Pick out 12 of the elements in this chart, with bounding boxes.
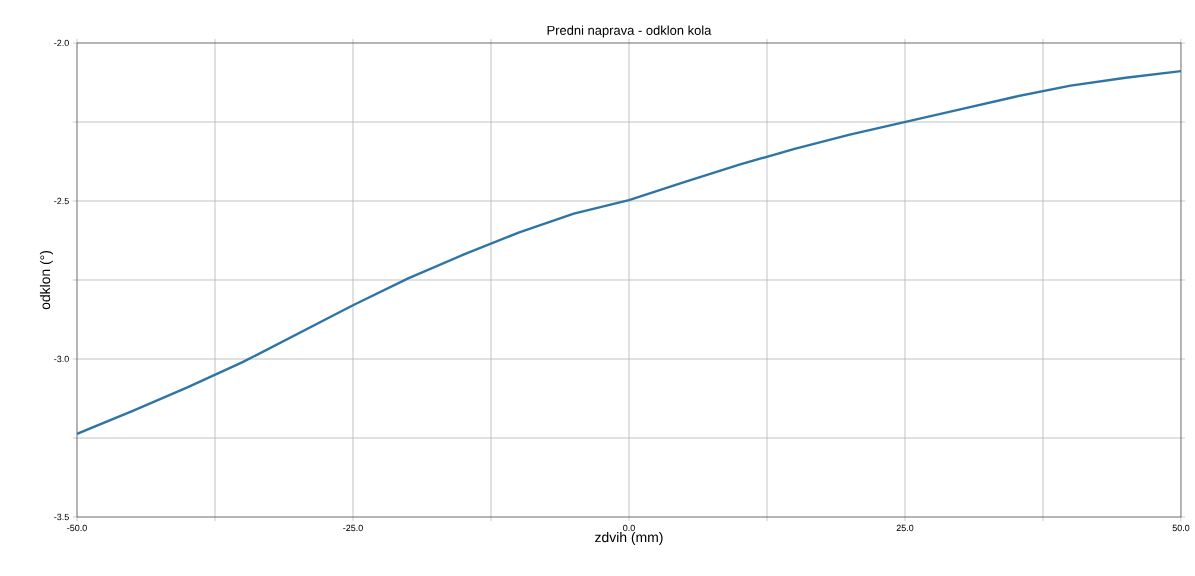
y-tick-label: -2.5	[54, 197, 69, 205]
y-tick-label: -3.0	[54, 355, 69, 363]
x-axis-title: zdvih (mm)	[595, 531, 663, 545]
y-tick-label: -3.5	[54, 513, 69, 521]
x-tick-label: -50.0	[67, 524, 87, 532]
x-tick-label: 0.0	[623, 524, 635, 532]
chart-title: Predni naprava - odklon kola	[547, 25, 712, 38]
y-axis-title: odklon (°)	[39, 250, 53, 310]
y-tick-label: -2.0	[54, 39, 69, 47]
x-tick-label: -25.0	[343, 524, 363, 532]
x-tick-label: 25.0	[896, 524, 914, 532]
x-tick-label: 50.0	[1172, 524, 1190, 532]
